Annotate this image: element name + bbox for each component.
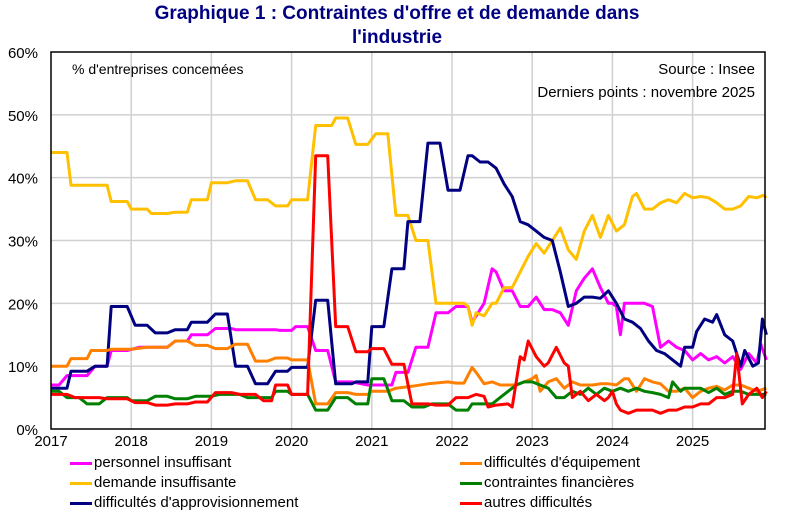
chart-title-line1: Graphique 1 : Contraintes d'offre et de … <box>154 3 640 24</box>
chart-title: Graphique 1 : Contraintes d'offre et de … <box>0 2 794 50</box>
legend-item-approvisionnement: difficultés d'approvisionnement <box>70 493 298 513</box>
series-line <box>51 339 767 406</box>
legend-swatch <box>460 481 482 485</box>
legend-label: difficultés d'équipement <box>484 454 641 471</box>
x-tick-label: 2018 <box>115 433 148 450</box>
x-tick-label: 2017 <box>34 433 67 450</box>
x-tick-label: 2021 <box>355 433 388 450</box>
series-line <box>51 154 768 415</box>
y-axis-ticks: 0% 10% 20% 30% 40% 50% 60% <box>8 45 38 439</box>
x-tick-label: 2023 <box>516 433 549 450</box>
x-tick-label: 2024 <box>596 433 629 450</box>
y-tick-label: 40% <box>8 171 38 188</box>
y-tick-label: 20% <box>8 296 38 313</box>
legend-item-demande: demande insuffisante <box>70 473 298 493</box>
legend-item-financieres: contraintes financières <box>460 473 640 493</box>
legend-item-personnel: personnel insuffisant <box>70 453 298 473</box>
legend-label: demande insuffisante <box>94 474 237 491</box>
y-tick-label: 50% <box>8 108 38 125</box>
legend-left: personnel insuffisant demande insuffisan… <box>70 453 298 513</box>
plot-frame <box>50 51 766 430</box>
y-tick-label: 10% <box>8 359 38 376</box>
legend-label: contraintes financières <box>484 474 635 491</box>
chart-title-line2: l'industrie <box>351 27 443 48</box>
legend-label: autres difficultés <box>484 494 593 511</box>
legend-item-autres: autres difficultés <box>460 493 640 513</box>
legend-right: difficultés d'équipement contraintes fin… <box>460 453 640 513</box>
legend-label: difficultés d'approvisionnement <box>94 494 299 511</box>
legend-label: personnel insuffisant <box>94 454 232 471</box>
series-line <box>51 267 768 387</box>
legend-swatch <box>70 481 92 485</box>
series-line <box>51 116 768 327</box>
y-tick-label: 0% <box>16 422 38 439</box>
source-label: Source : Insee <box>658 61 755 78</box>
series-lines <box>51 116 768 415</box>
legend-swatch <box>460 461 482 465</box>
y-tick-label: 30% <box>8 234 38 251</box>
legend-swatch <box>70 501 92 505</box>
series-line <box>51 377 767 412</box>
y-tick-label: 60% <box>8 45 38 62</box>
units-label: % d'entreprises concemées <box>72 61 244 77</box>
x-axis-ticks: 2017 2018 2019 2020 2021 2022 2023 2024 2025 <box>34 433 709 450</box>
series-line <box>51 141 768 390</box>
last-points-label: Derniers points : novembre 2025 <box>537 84 755 101</box>
x-tick-label: 2022 <box>435 433 468 450</box>
legend-swatch <box>460 501 482 505</box>
x-tick-label: 2019 <box>195 433 228 450</box>
x-tick-label: 2020 <box>275 433 308 450</box>
legend-item-equipement: difficultés d'équipement <box>460 453 640 473</box>
legend-swatch <box>70 461 92 465</box>
x-tick-label: 2025 <box>676 433 709 450</box>
